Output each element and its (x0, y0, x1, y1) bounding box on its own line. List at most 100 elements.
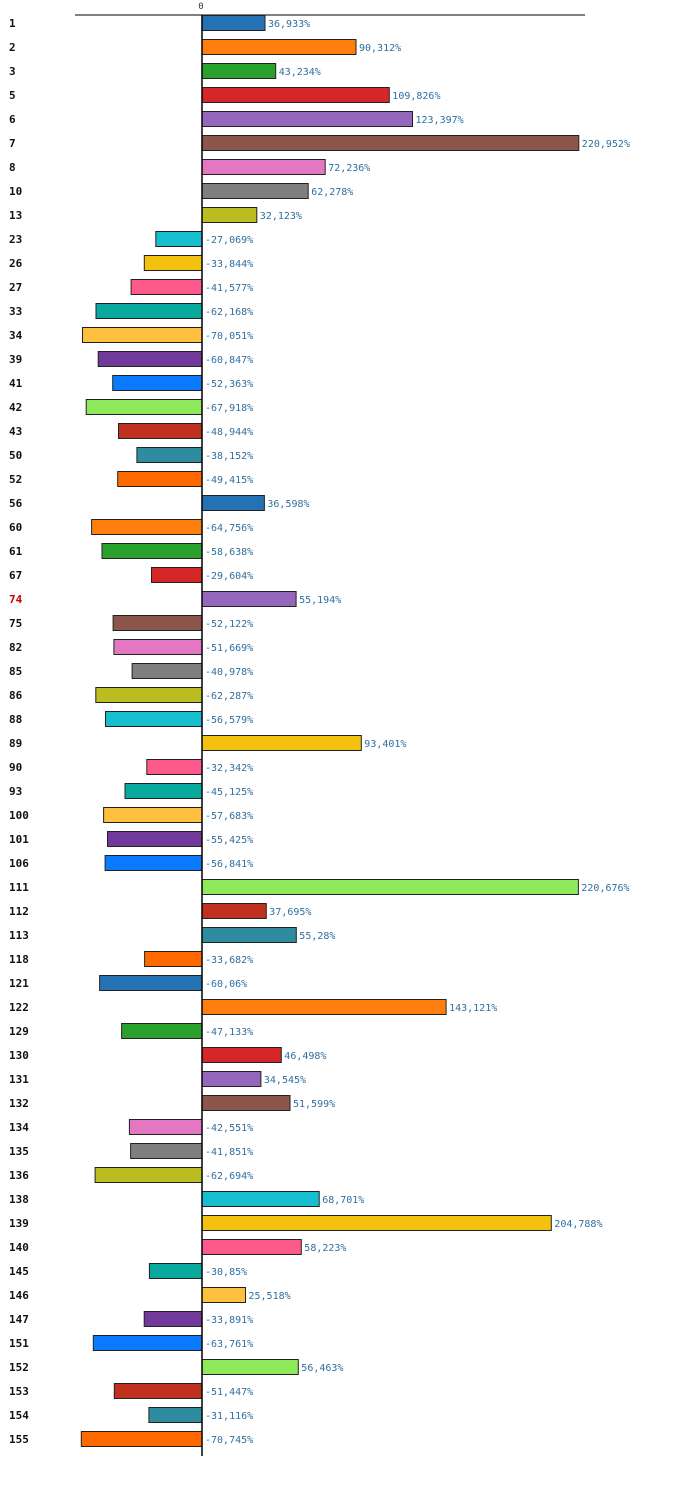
bar-111 (201, 879, 579, 895)
value-label: 51,599% (293, 1099, 335, 1110)
category-label: 113 (9, 929, 29, 942)
bar-74 (201, 591, 297, 607)
bar-61 (101, 543, 203, 559)
bar-136 (94, 1167, 203, 1183)
bar-152 (201, 1359, 299, 1375)
bar-140 (201, 1239, 302, 1255)
category-label: 27 (9, 281, 22, 294)
value-label: 93,401% (364, 739, 406, 750)
bar-139 (201, 1215, 552, 1231)
category-label: 111 (9, 881, 29, 894)
bar-129 (121, 1023, 203, 1039)
category-label: 139 (9, 1217, 29, 1230)
value-label: -64,756% (205, 523, 253, 534)
value-label: 32,123% (260, 211, 302, 222)
bar-13 (201, 207, 258, 223)
category-label: 67 (9, 569, 22, 582)
category-label: 132 (9, 1097, 29, 1110)
value-label: -51,447% (205, 1387, 253, 1398)
category-label: 155 (9, 1433, 29, 1446)
category-label: 131 (9, 1073, 29, 1086)
category-label: 52 (9, 473, 22, 486)
bar-3 (201, 63, 277, 79)
value-label: 68,701% (322, 1195, 364, 1206)
bar-134 (128, 1119, 203, 1135)
category-label: 60 (9, 521, 22, 534)
category-label: 145 (9, 1265, 29, 1278)
value-label: -47,133% (205, 1027, 253, 1038)
value-label: 143,121% (449, 1003, 497, 1014)
value-label: -56,579% (205, 715, 253, 726)
value-label: -41,851% (205, 1147, 253, 1158)
category-label: 42 (9, 401, 22, 414)
value-label: -51,669% (205, 643, 253, 654)
value-label: 72,236% (328, 163, 370, 174)
bar-41 (112, 375, 203, 391)
value-label: -33,891% (205, 1315, 253, 1326)
zero-tick-label: 0 (198, 2, 203, 12)
bar-93 (124, 783, 203, 799)
value-label: -30,85% (205, 1267, 247, 1278)
bar-118 (144, 951, 203, 967)
category-label: 112 (9, 905, 29, 918)
value-label: -33,682% (205, 955, 253, 966)
category-label: 86 (9, 689, 23, 702)
bar-100 (103, 807, 203, 823)
value-label: -60,06% (205, 979, 247, 990)
bar-27 (130, 279, 203, 295)
value-label: -56,841% (205, 859, 253, 870)
category-label: 93 (9, 785, 22, 798)
value-label: -62,287% (205, 691, 253, 702)
category-label: 85 (9, 665, 22, 678)
value-label: 37,695% (269, 907, 311, 918)
bar-6 (201, 111, 413, 127)
category-label: 3 (9, 65, 16, 78)
bar-5 (201, 87, 390, 103)
value-label: -48,944% (205, 427, 253, 438)
category-label: 74 (9, 593, 23, 606)
value-label: 220,676% (581, 883, 629, 894)
value-label: 25,518% (249, 1291, 291, 1302)
category-label: 130 (9, 1049, 29, 1062)
value-label: 123,397% (416, 115, 464, 126)
bar-132 (201, 1095, 291, 1111)
value-label: 46,498% (284, 1051, 326, 1062)
category-label: 122 (9, 1001, 29, 1014)
category-label: 7 (9, 137, 16, 150)
category-label: 136 (9, 1169, 29, 1182)
bar-1 (201, 15, 266, 31)
value-label: -63,761% (205, 1339, 253, 1350)
category-label: 129 (9, 1025, 29, 1038)
bar-153 (113, 1383, 203, 1399)
bar-154 (148, 1407, 203, 1423)
value-label: -70,051% (205, 331, 253, 342)
value-label: 204,788% (554, 1219, 602, 1230)
value-label: -57,683% (205, 811, 253, 822)
value-label: 43,234% (279, 67, 321, 78)
value-label: -67,918% (205, 403, 253, 414)
bar-89 (201, 735, 362, 751)
bar-82 (113, 639, 203, 655)
category-label: 13 (9, 209, 22, 222)
bar-23 (155, 231, 203, 247)
value-label: -42,551% (205, 1123, 253, 1134)
category-label: 154 (9, 1409, 29, 1422)
bar-75 (112, 615, 203, 631)
bar-101 (107, 831, 203, 847)
value-label: -62,694% (205, 1171, 253, 1182)
category-label: 88 (9, 713, 22, 726)
category-label: 151 (9, 1337, 29, 1350)
value-label: -52,122% (205, 619, 253, 630)
bar-145 (148, 1263, 203, 1279)
bar-60 (91, 519, 203, 535)
category-label: 134 (9, 1121, 29, 1134)
bar-155 (80, 1431, 203, 1447)
category-label: 1 (9, 17, 16, 30)
value-label: -45,125% (205, 787, 253, 798)
category-label: 26 (9, 257, 23, 270)
category-label: 39 (9, 353, 22, 366)
category-label: 61 (9, 545, 23, 558)
category-label: 82 (9, 641, 22, 654)
category-label: 43 (9, 425, 22, 438)
value-label: 90,312% (359, 43, 401, 54)
